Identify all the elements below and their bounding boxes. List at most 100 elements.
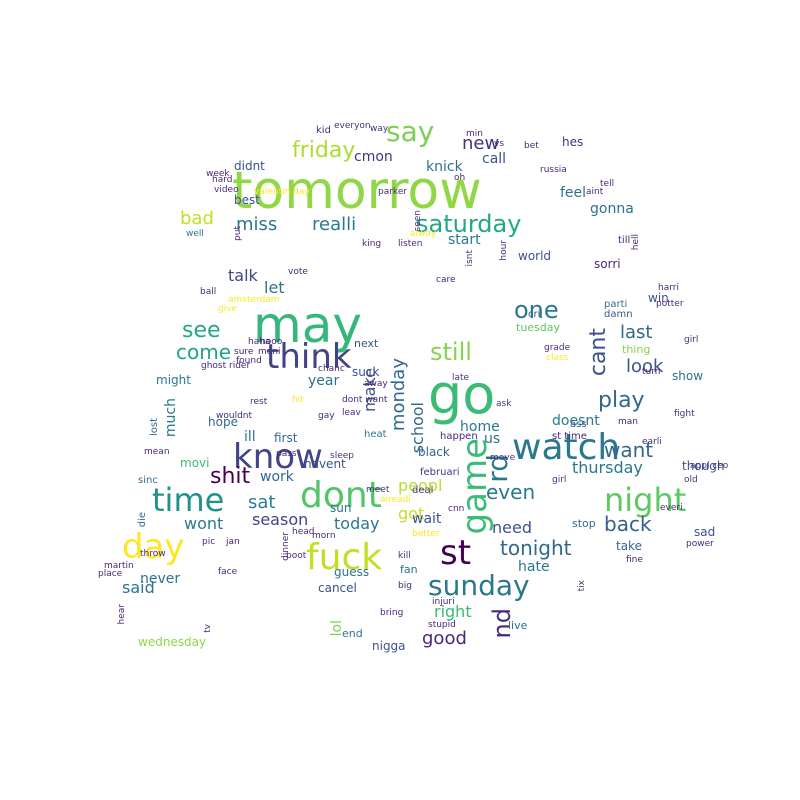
cloud-word: knick bbox=[426, 159, 463, 175]
cloud-word: tix bbox=[577, 580, 587, 592]
cloud-word: today bbox=[334, 514, 380, 533]
cloud-word: guess bbox=[334, 565, 370, 579]
cloud-word: found bbox=[236, 356, 262, 366]
cloud-word: miss bbox=[236, 214, 278, 235]
cloud-word: class bbox=[546, 353, 569, 363]
cloud-word: sleep bbox=[330, 451, 354, 461]
cloud-word: next bbox=[354, 337, 379, 350]
cloud-word: isnt bbox=[465, 250, 475, 267]
cloud-word: rest bbox=[250, 397, 268, 407]
cloud-word: fuck bbox=[306, 537, 383, 578]
cloud-word: fine bbox=[626, 555, 643, 565]
cloud-word: jan bbox=[226, 537, 240, 547]
cloud-word: boot bbox=[286, 551, 307, 561]
cloud-word: monday bbox=[388, 358, 409, 432]
cloud-word: sad bbox=[694, 525, 716, 539]
cloud-word: sun bbox=[330, 501, 352, 515]
cloud-word: throw bbox=[140, 549, 166, 559]
cloud-word: die bbox=[137, 512, 148, 528]
cloud-word: st bbox=[440, 533, 472, 573]
cloud-word: tv bbox=[203, 624, 213, 633]
cloud-word: back bbox=[604, 512, 652, 536]
cloud-word: martin bbox=[104, 561, 134, 571]
cloud-word: said bbox=[122, 578, 155, 597]
cloud-word: kill bbox=[398, 551, 411, 561]
cloud-word: power bbox=[686, 539, 714, 549]
cloud-word: week bbox=[206, 169, 230, 179]
cloud-word: tell bbox=[600, 179, 615, 189]
cloud-word: gay bbox=[318, 411, 335, 421]
cloud-word: gonna bbox=[590, 201, 634, 217]
cloud-word: girl bbox=[684, 335, 699, 345]
cloud-word: may bbox=[253, 296, 362, 354]
cloud-word: king bbox=[362, 239, 382, 249]
cloud-word: come bbox=[176, 340, 232, 364]
cloud-word: hard bbox=[212, 175, 233, 185]
cloud-word: world bbox=[518, 249, 552, 263]
cloud-word: take bbox=[616, 539, 642, 553]
cloud-word: lost bbox=[149, 418, 160, 437]
cloud-word: morn bbox=[312, 531, 336, 541]
cloud-word: meet bbox=[366, 485, 390, 495]
cloud-word: hit bbox=[292, 395, 304, 405]
cloud-word: sorri bbox=[594, 257, 621, 271]
cloud-word: face bbox=[218, 567, 238, 577]
cloud-word: watch bbox=[512, 427, 621, 468]
cloud-word: work bbox=[260, 469, 294, 485]
cloud-word: alreadi bbox=[380, 495, 411, 505]
cloud-word: bad bbox=[180, 208, 214, 229]
cloud-word: sinc bbox=[138, 475, 158, 486]
cloud-word: way bbox=[370, 124, 389, 134]
cloud-word: vote bbox=[288, 267, 308, 277]
cloud-word: kid bbox=[316, 125, 331, 136]
cloud-word: appl ceo bbox=[690, 461, 729, 471]
cloud-word: season bbox=[252, 510, 309, 529]
cloud-word: moni bbox=[258, 347, 281, 357]
cloud-word: video bbox=[214, 185, 239, 195]
cloud-word: realli bbox=[312, 214, 357, 235]
cloud-word: st time bbox=[552, 431, 587, 442]
cloud-word: cmon bbox=[354, 149, 393, 165]
cloud-word: give bbox=[218, 304, 238, 314]
cloud-word: ill bbox=[244, 429, 256, 445]
cloud-word: cri bbox=[528, 309, 541, 320]
cloud-word: right bbox=[434, 602, 472, 621]
cloud-word: late bbox=[452, 373, 470, 383]
cloud-word: fan bbox=[400, 563, 418, 576]
cloud-word: best bbox=[234, 193, 260, 207]
cloud-word: show bbox=[672, 369, 704, 383]
cloud-word: need bbox=[492, 518, 532, 537]
cloud-word: move bbox=[490, 453, 516, 463]
cloud-word: heat bbox=[364, 429, 387, 440]
cloud-word: think bbox=[266, 337, 352, 377]
cloud-word: hour bbox=[499, 240, 509, 261]
cloud-word: hes bbox=[562, 135, 584, 149]
cloud-word: earli bbox=[642, 437, 662, 447]
cloud-word: old bbox=[684, 475, 698, 485]
cloud-word: deal bbox=[412, 485, 434, 496]
cloud-word: new bbox=[462, 133, 500, 154]
cloud-word: ass bbox=[570, 419, 587, 430]
cloud-word: shit bbox=[210, 464, 251, 489]
cloud-word: ball bbox=[200, 287, 217, 297]
cloud-word: thursday bbox=[572, 458, 643, 477]
cloud-word: still bbox=[430, 338, 472, 366]
cloud-word: never bbox=[140, 571, 181, 587]
cloud-word: listen bbox=[398, 239, 423, 249]
cloud-word: cant bbox=[586, 328, 611, 377]
cloud-word: bring bbox=[380, 608, 404, 618]
cloud-word: aint bbox=[586, 187, 604, 197]
cloud-word: much bbox=[163, 398, 179, 438]
cloud-word: pass bbox=[276, 449, 297, 459]
cloud-word: haha bbox=[248, 337, 271, 347]
cloud-word: peopl bbox=[398, 476, 443, 495]
cloud-word: friday bbox=[292, 138, 356, 163]
cloud-word: dont bbox=[300, 475, 382, 516]
cloud-word: year bbox=[308, 373, 340, 389]
cloud-word: night bbox=[604, 481, 687, 519]
cloud-word: better bbox=[412, 529, 440, 539]
cloud-word: oh bbox=[454, 173, 466, 183]
cloud-word: let bbox=[264, 278, 285, 297]
cloud-word: hell bbox=[631, 234, 641, 251]
cloud-word: didnt bbox=[234, 159, 265, 173]
